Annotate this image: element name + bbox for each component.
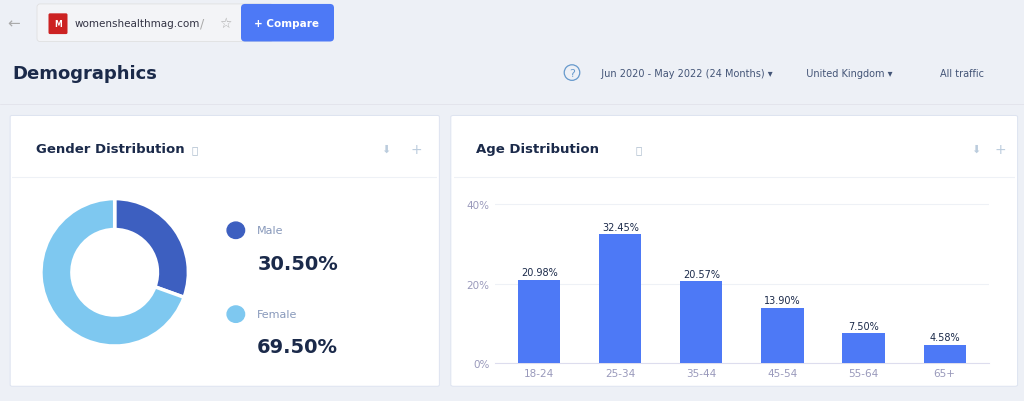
Text: ?: ? (569, 69, 574, 78)
FancyBboxPatch shape (10, 116, 439, 386)
Circle shape (227, 306, 245, 322)
Bar (843, 333, 885, 363)
Text: Male: Male (257, 226, 284, 236)
Bar (518, 280, 560, 363)
FancyBboxPatch shape (48, 14, 68, 35)
Text: ⬇: ⬇ (382, 145, 391, 154)
Text: + Compare: + Compare (255, 19, 319, 28)
Text: 13.90%: 13.90% (764, 296, 801, 306)
Text: M: M (54, 20, 61, 29)
Wedge shape (115, 199, 188, 298)
Text: womenshealthmag.com: womenshealthmag.com (75, 19, 201, 28)
Text: 20.98%: 20.98% (521, 267, 557, 277)
Text: 7.50%: 7.50% (848, 321, 879, 331)
Text: Age Distribution: Age Distribution (476, 143, 599, 156)
Text: ⬇: ⬇ (971, 145, 980, 154)
Text: +: + (995, 143, 1007, 156)
Text: Gender Distribution: Gender Distribution (36, 143, 184, 156)
Text: 30.50%: 30.50% (257, 254, 338, 273)
FancyBboxPatch shape (241, 5, 334, 43)
Text: 20.57%: 20.57% (683, 269, 720, 279)
Text: Female: Female (257, 309, 298, 319)
Text: 32.45%: 32.45% (602, 222, 639, 232)
Text: 4.58%: 4.58% (929, 332, 959, 342)
Text: ⓘ: ⓘ (636, 145, 642, 154)
Bar (924, 345, 966, 363)
Bar (762, 308, 804, 363)
Text: Jun 2020 - May 2022 (24 Months) ▾: Jun 2020 - May 2022 (24 Months) ▾ (595, 69, 773, 78)
Text: All traffic: All traffic (940, 69, 984, 78)
FancyBboxPatch shape (451, 116, 1018, 386)
Wedge shape (41, 199, 184, 346)
Text: ←: ← (7, 16, 20, 31)
Bar (680, 282, 722, 363)
Bar (599, 235, 641, 363)
Circle shape (227, 223, 245, 239)
Text: ☆: ☆ (219, 17, 231, 30)
Text: /: / (200, 17, 204, 30)
Text: Demographics: Demographics (12, 65, 157, 82)
Text: United Kingdom ▾: United Kingdom ▾ (800, 69, 893, 78)
Text: ⓘ: ⓘ (191, 145, 199, 154)
Text: +: + (411, 143, 422, 156)
Text: 69.50%: 69.50% (257, 338, 338, 356)
FancyBboxPatch shape (37, 5, 273, 43)
